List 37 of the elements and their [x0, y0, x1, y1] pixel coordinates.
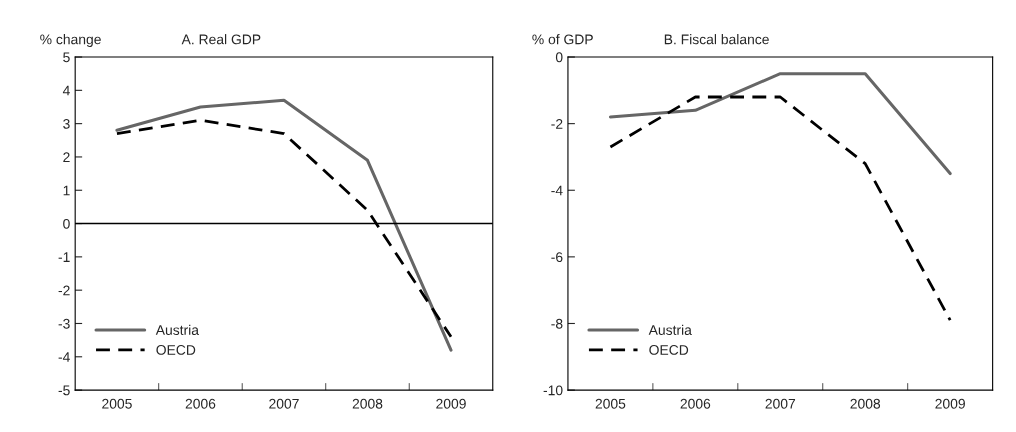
line-series	[609, 95, 952, 322]
chart-title: B. Fiscal balance	[664, 34, 769, 45]
x-tick-label: 2005	[102, 398, 132, 409]
y-tick-label: -4	[58, 352, 70, 362]
chart-title: A. Real GDP	[181, 34, 261, 45]
y-tick-label: -3	[58, 318, 70, 329]
y-tick-label: -2	[58, 285, 70, 296]
y-tick-label: -4	[551, 185, 563, 196]
y-tick-label: -2	[551, 118, 563, 129]
x-tick-label: 2007	[765, 398, 796, 409]
x-tick-label: 2008	[850, 398, 881, 409]
legend-label: OECD	[649, 345, 689, 355]
y-tick-label: -10	[543, 385, 563, 396]
x-tick-label: 2006	[680, 398, 711, 409]
x-tick-label: 2005	[595, 398, 626, 409]
y-tick-label: -5	[58, 385, 70, 396]
y-tick-label: 1	[63, 185, 70, 196]
y-tick-label: 3	[63, 118, 70, 129]
y-tick-label: 4	[62, 85, 70, 96]
y-axis-title: % change	[40, 34, 101, 48]
legend-label: OECD	[156, 345, 196, 355]
x-tick-label: 2009	[935, 398, 965, 409]
y-tick-label: -1	[58, 252, 70, 262]
y-tick-label: 5	[63, 52, 70, 63]
y-tick-label: -8	[551, 318, 563, 329]
line-series	[608, 72, 952, 176]
x-tick-label: 2006	[185, 398, 216, 409]
y-tick-label: 0	[63, 218, 70, 229]
legend-label: Austria	[648, 324, 692, 335]
y-tick-label: -6	[551, 252, 563, 263]
x-tick-label: 2009	[436, 398, 466, 409]
x-tick-label: 2008	[352, 398, 383, 409]
legend-label: Austria	[155, 324, 199, 335]
y-tick-label: 2	[63, 152, 70, 162]
y-tick-label: 0	[555, 52, 563, 63]
y-axis-title: % of GDP	[532, 34, 593, 45]
x-tick-label: 2007	[269, 398, 299, 409]
